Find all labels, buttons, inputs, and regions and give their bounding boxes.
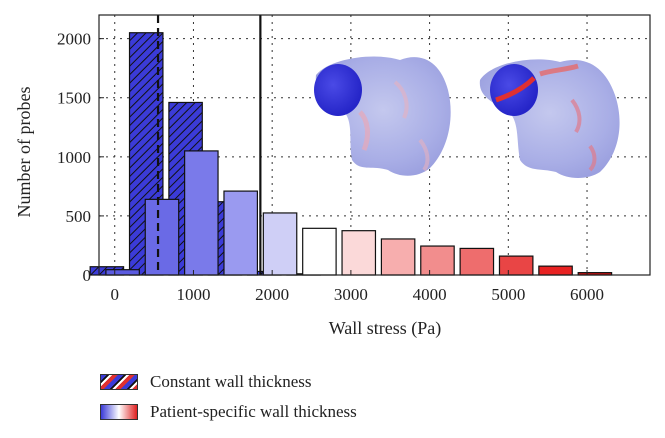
bar-patient-specific-7 (380, 238, 416, 276)
bar-patient-specific-8 (420, 245, 455, 276)
y-tick-label-2: 1000 (57, 148, 91, 167)
bar-patient-specific-0 (105, 269, 140, 276)
reference-lines (156, 15, 262, 275)
bar-patient-specific-5 (302, 227, 337, 276)
bars (89, 32, 613, 276)
legend-label-patient-specific: Patient-specific wall thickness (150, 402, 357, 421)
legend-label-constant: Constant wall thickness (150, 372, 312, 391)
x-tick-label-3: 3000 (334, 285, 368, 304)
bar-patient-specific-4 (262, 212, 298, 276)
x-tick-label-4: 4000 (413, 285, 447, 304)
bar-patient-specific-1 (144, 198, 180, 276)
aneurysm-constant-image (314, 56, 451, 176)
legend-swatch-gradient (100, 404, 138, 420)
x-axis-label: Wall stress (Pa) (329, 318, 442, 339)
x-tick-label-2: 2000 (255, 285, 289, 304)
legend-swatch-hatched (100, 374, 138, 390)
bar-patient-specific-2 (184, 150, 219, 276)
x-tick-label-5: 5000 (491, 285, 525, 304)
legend-patient-specific: Patient-specific wall thickness (100, 402, 357, 422)
plot-frame (98, 14, 651, 276)
bar-patient-specific-10 (498, 255, 534, 276)
legend-constant: Constant wall thickness (100, 372, 311, 392)
bar-patient-specific-9 (459, 247, 495, 276)
x-tick-label-6: 6000 (570, 285, 604, 304)
bar-patient-specific-3 (223, 190, 258, 276)
y-tick-label-3: 1500 (57, 89, 91, 108)
bar-patient-specific-11 (538, 265, 573, 276)
axes: 0 1000 2000 3000 4000 5000 6000 0 500 1000 1500 200… (57, 14, 651, 304)
y-tick-label-1: 500 (66, 207, 92, 226)
x-tick-label-0: 0 (110, 285, 119, 304)
bar-patient-specific-6 (341, 230, 377, 276)
y-tick-label-0: 0 (83, 266, 92, 285)
aneurysm-patient-specific-image (479, 59, 620, 178)
y-axis-label: Number of probes (14, 87, 34, 218)
y-tick-label-4: 2000 (57, 30, 91, 49)
x-tick-label-1: 1000 (176, 285, 210, 304)
